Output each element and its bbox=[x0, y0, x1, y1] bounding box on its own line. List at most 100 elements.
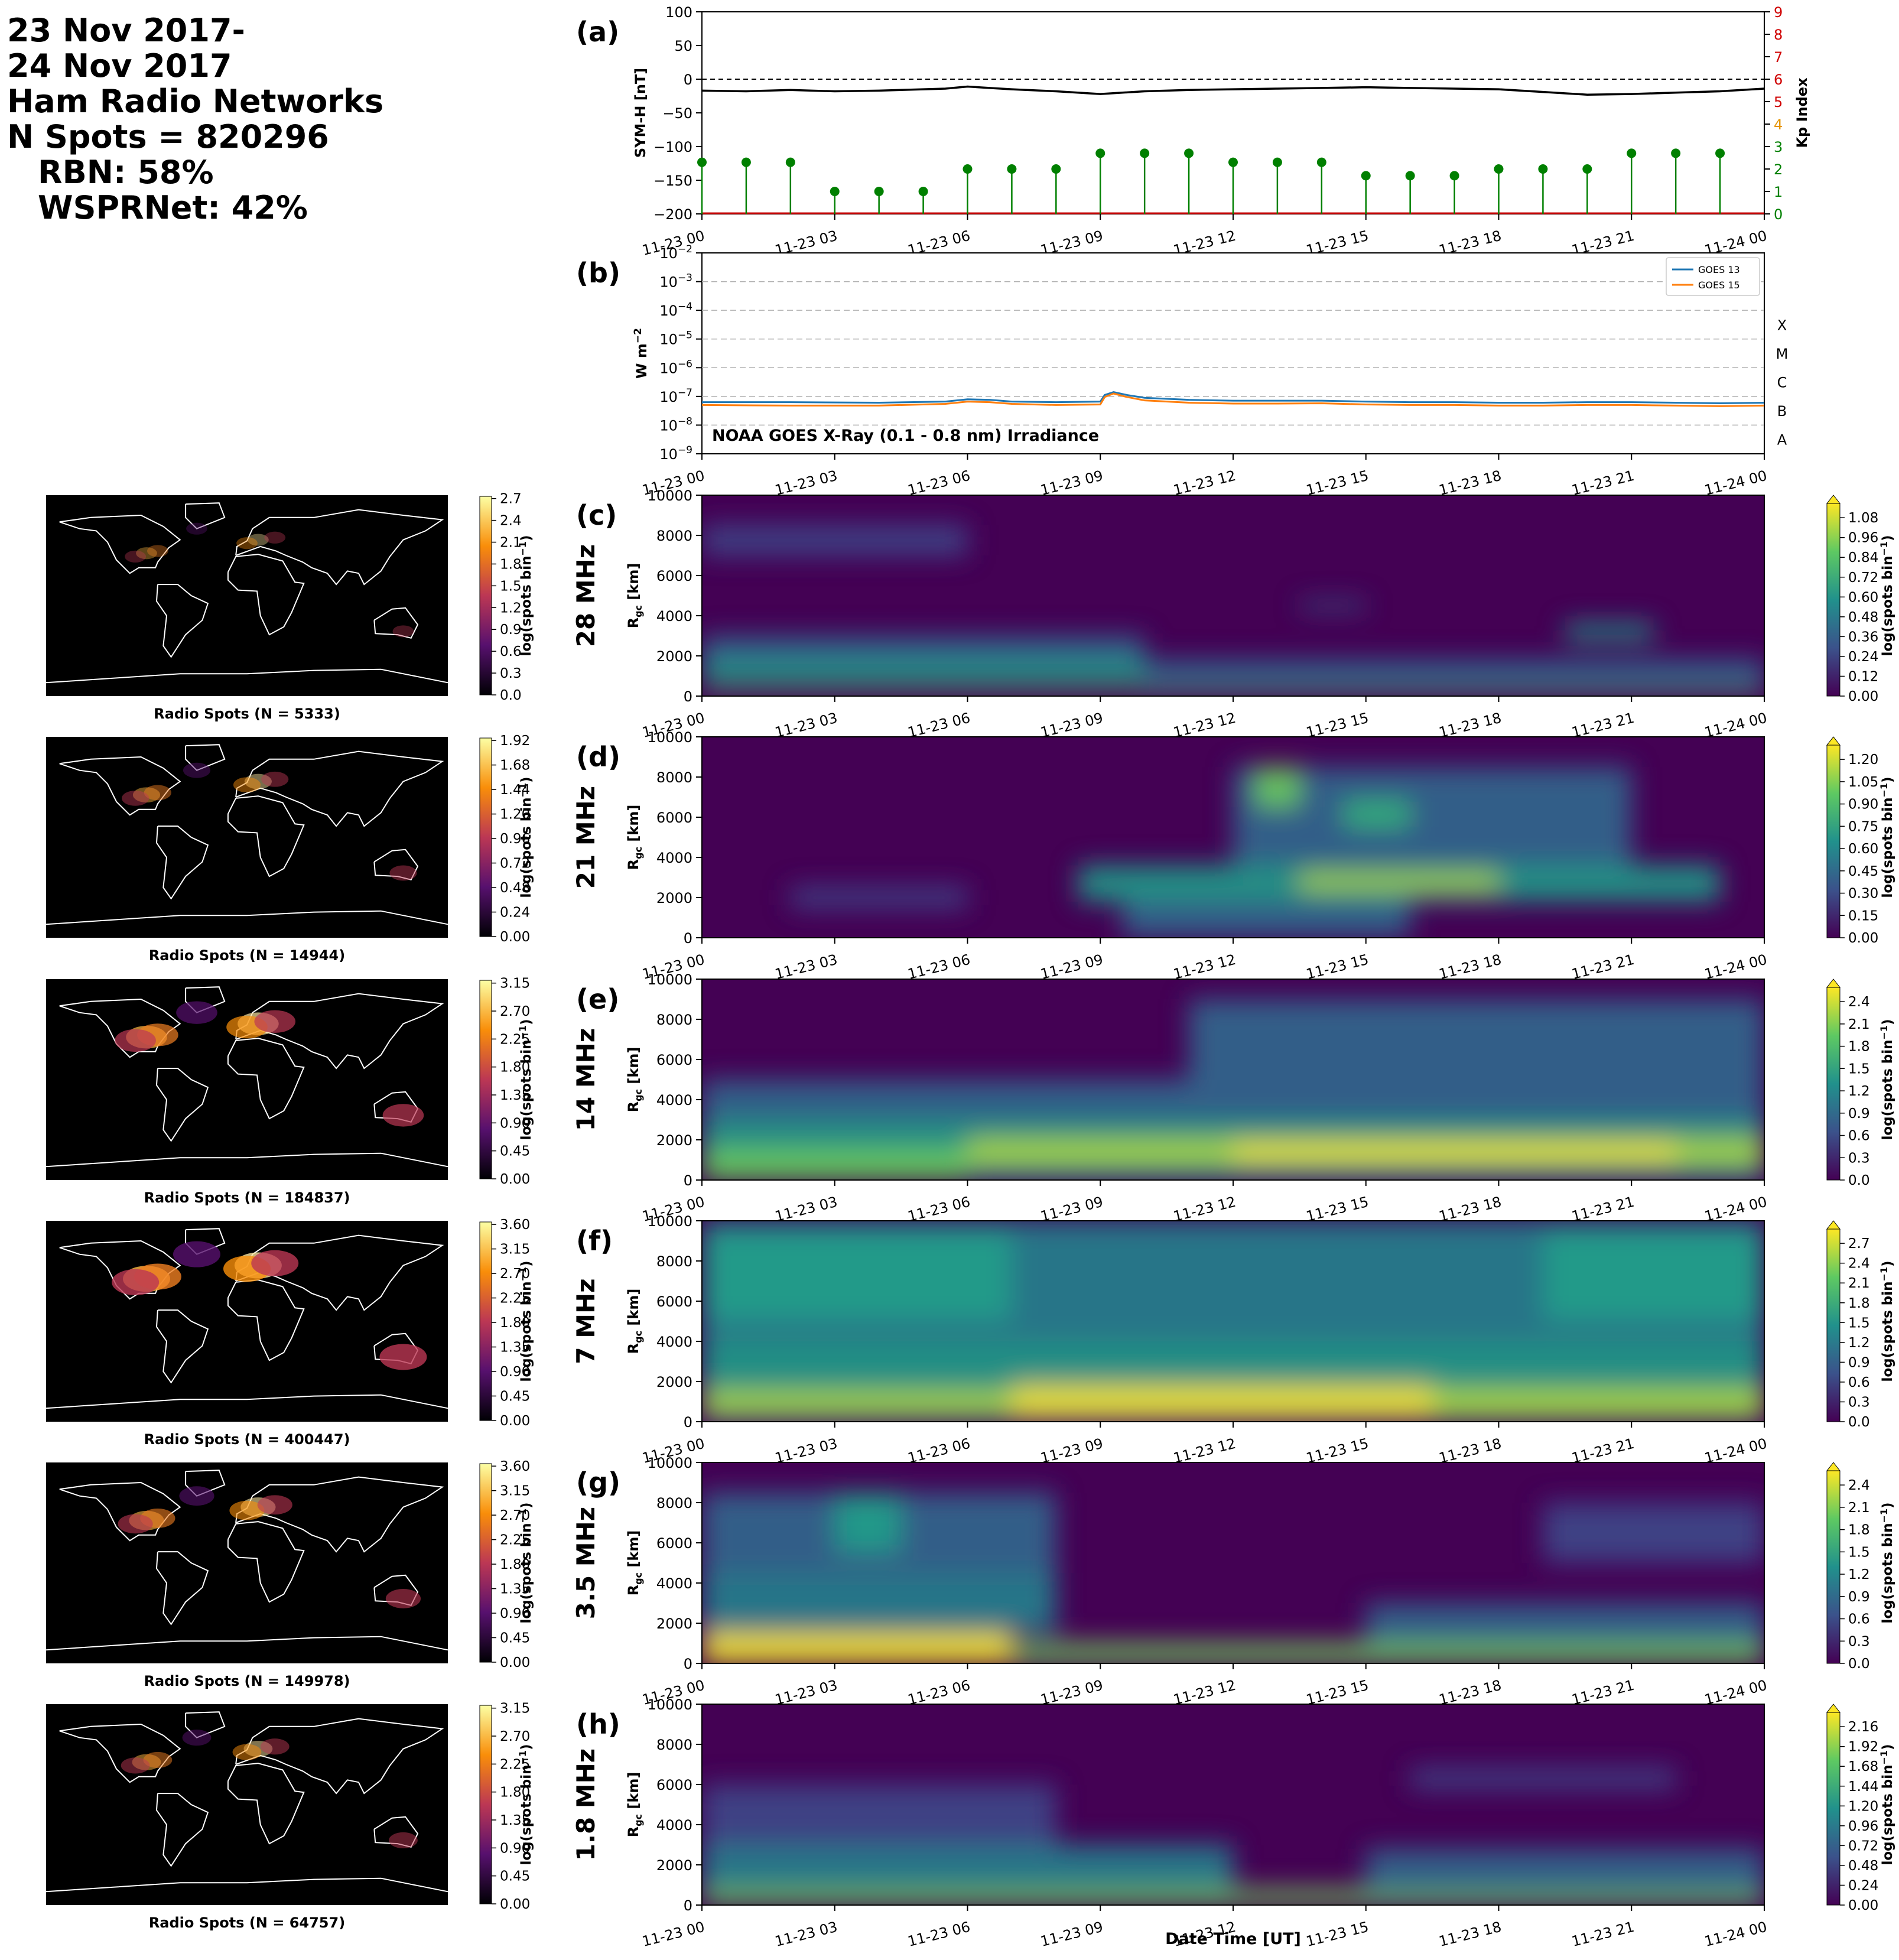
colorbar-tick-label: 0.6 bbox=[1848, 1129, 1870, 1144]
map-spot-cluster bbox=[379, 1344, 427, 1370]
map-colorbar-tick-label: 0.90 bbox=[500, 1116, 530, 1131]
map-spot-cluster bbox=[389, 1832, 418, 1849]
map-spot-cluster bbox=[236, 537, 258, 550]
irradiance-annotation: NOAA GOES X-Ray (0.1 - 0.8 nm) Irradianc… bbox=[712, 427, 1099, 445]
heatmap-blob bbox=[702, 1633, 1012, 1663]
colorbar-tick-label: 1.44 bbox=[1848, 1779, 1878, 1795]
coastline-north-america bbox=[59, 1481, 181, 1542]
kp-marker bbox=[1582, 164, 1592, 174]
map-spot-cluster bbox=[144, 785, 171, 801]
coastline-south-america bbox=[155, 1793, 209, 1867]
colorbar-tick-label: 0.9 bbox=[1848, 1355, 1870, 1370]
map-caption: Radio Spots (N = 14944) bbox=[149, 947, 345, 964]
x-tick-label: 11-23 21 bbox=[1570, 1194, 1635, 1225]
coastline-africa bbox=[227, 554, 305, 636]
x-tick-label: 11-23 12 bbox=[1172, 951, 1237, 983]
colorbar-tick-label: 0.3 bbox=[1848, 1395, 1870, 1410]
x-tick-label: 11-23 12 bbox=[1172, 467, 1237, 499]
y-axis-label: Rgc [km] bbox=[625, 563, 644, 629]
coastline-europe-asia bbox=[235, 1476, 444, 1553]
map-colorbar-tick-label: 0.90 bbox=[500, 1364, 530, 1380]
colorbar-tick-label: 0.30 bbox=[1848, 886, 1878, 902]
coastline-europe-asia bbox=[235, 1718, 444, 1795]
panel-label: (f) bbox=[576, 1225, 613, 1257]
header-n-spots: N Spots = 820296 bbox=[7, 118, 329, 155]
colorbar-tick-label: 0.45 bbox=[1848, 864, 1878, 879]
panel-label: (e) bbox=[576, 983, 619, 1015]
map-colorbar-tick-label: 1.80 bbox=[500, 1557, 530, 1572]
x-tick-label: 11-23 18 bbox=[1437, 1194, 1503, 1225]
kp-marker bbox=[1140, 148, 1150, 158]
legend-box bbox=[1666, 257, 1760, 296]
radio-spots-map-21MHz: Radio Spots (N = 14944) 0.00 0.24 0.48 0.72 0… bbox=[45, 733, 534, 964]
map-colorbar-tick-label: 3.15 bbox=[500, 1242, 530, 1257]
colorbar-label: log(spots bin−1) bbox=[1878, 535, 1895, 656]
heatmap-blob bbox=[1410, 1768, 1676, 1789]
kp-marker bbox=[830, 187, 840, 196]
header-date-end: 24 Nov 2017 bbox=[7, 47, 232, 84]
band-label: 14 MHz bbox=[571, 1028, 600, 1131]
map-colorbar-tick-label: 0.24 bbox=[500, 905, 530, 921]
panel-g-heatmap: (g) 3.5 MHz 0 2000 4000 6000 8000 10000 Rgc [km]… bbox=[571, 1455, 1895, 1672]
x-tick-label: 11-23 03 bbox=[773, 1677, 839, 1708]
x-tick-label: 11-23 03 bbox=[773, 1435, 839, 1467]
colorbar-tick-label: 0.75 bbox=[1848, 819, 1878, 834]
map-colorbar bbox=[479, 737, 492, 937]
y-tick-label: 10−2 bbox=[659, 243, 692, 262]
heatmap-blob bbox=[1233, 1143, 1676, 1160]
kp-marker bbox=[1449, 171, 1459, 181]
colorbar-label: log(spots bin−1) bbox=[1878, 1260, 1895, 1382]
y-axis-label: Rgc [km] bbox=[625, 1772, 644, 1838]
colorbar-tick-label: 2.1 bbox=[1848, 1276, 1870, 1291]
x-tick-label: 11-23 09 bbox=[1039, 710, 1104, 741]
x-tick-label: 11-23 15 bbox=[1305, 951, 1370, 983]
heatmap-blob bbox=[1565, 623, 1654, 640]
heatmap-blob bbox=[702, 525, 968, 555]
x-tick-label: 11-23 06 bbox=[906, 1194, 971, 1225]
y-tick-label: 10−7 bbox=[659, 387, 692, 405]
map-spot-cluster bbox=[176, 1001, 217, 1024]
heatmap-plot bbox=[702, 979, 1764, 1180]
band-label: 3.5 MHz bbox=[571, 1507, 600, 1619]
coastline-antarctica-edge bbox=[45, 668, 448, 684]
map-spot-cluster bbox=[115, 1029, 156, 1052]
panel-d-heatmap: (d) 21 MHz 0 2000 4000 6000 8000 10000 Rgc [km] 0… bbox=[571, 729, 1895, 947]
heatmap-blob bbox=[1344, 801, 1410, 827]
heatmap-blob bbox=[834, 1493, 902, 1553]
map-spot-cluster bbox=[257, 1495, 292, 1515]
x-tick-label: 11-23 18 bbox=[1437, 1435, 1503, 1467]
colorbar-tick-label: 1.08 bbox=[1848, 511, 1878, 526]
band-label: 21 MHz bbox=[571, 786, 600, 889]
map-spot-cluster bbox=[244, 773, 272, 789]
map-colorbar-tick-label: 1.44 bbox=[500, 782, 530, 798]
map-caption: Radio Spots (N = 184837) bbox=[144, 1189, 350, 1206]
time-axis-b: 11-23 00 11-23 03 11-23 06 11-23 09 11-23 12… bbox=[640, 454, 1768, 499]
y-tick-label: 2000 bbox=[656, 1374, 692, 1390]
kp-marker bbox=[697, 157, 707, 167]
map-background bbox=[46, 1704, 448, 1905]
x-tick-label: 11-23 15 bbox=[1305, 1677, 1370, 1708]
y-tick-label: 0 bbox=[684, 1656, 692, 1672]
coastline-south-america bbox=[155, 1309, 209, 1384]
y-tick-label: 10000 bbox=[648, 1696, 692, 1713]
colorbar-tick-label: 0.48 bbox=[1848, 610, 1878, 625]
map-spot-cluster bbox=[132, 787, 161, 803]
colorbar bbox=[1826, 987, 1841, 1181]
x-tick-label: 11-23 03 bbox=[773, 710, 839, 741]
map-colorbar-tick-label: 2.25 bbox=[500, 1291, 530, 1306]
map-colorbar-tick-label: 0.9 bbox=[500, 622, 522, 638]
map-colorbar-tick-label: 2.7 bbox=[500, 492, 522, 507]
y-tick-label: 10000 bbox=[648, 729, 692, 746]
y2-tick-label: 4 bbox=[1774, 116, 1783, 133]
y-tick-label: −150 bbox=[653, 173, 692, 189]
kp-marker bbox=[1671, 148, 1681, 158]
heatmap-blob bbox=[702, 1392, 1012, 1414]
y-tick-label: −50 bbox=[662, 105, 692, 122]
x-tick-label: 11-23 09 bbox=[1039, 951, 1104, 983]
kp-marker bbox=[785, 157, 795, 167]
colorbar bbox=[1826, 1470, 1841, 1664]
band-label: 28 MHz bbox=[571, 544, 600, 647]
x-tick-label: 11-23 21 bbox=[1570, 467, 1635, 499]
x-tick-label: 11-23 03 bbox=[773, 1194, 839, 1225]
